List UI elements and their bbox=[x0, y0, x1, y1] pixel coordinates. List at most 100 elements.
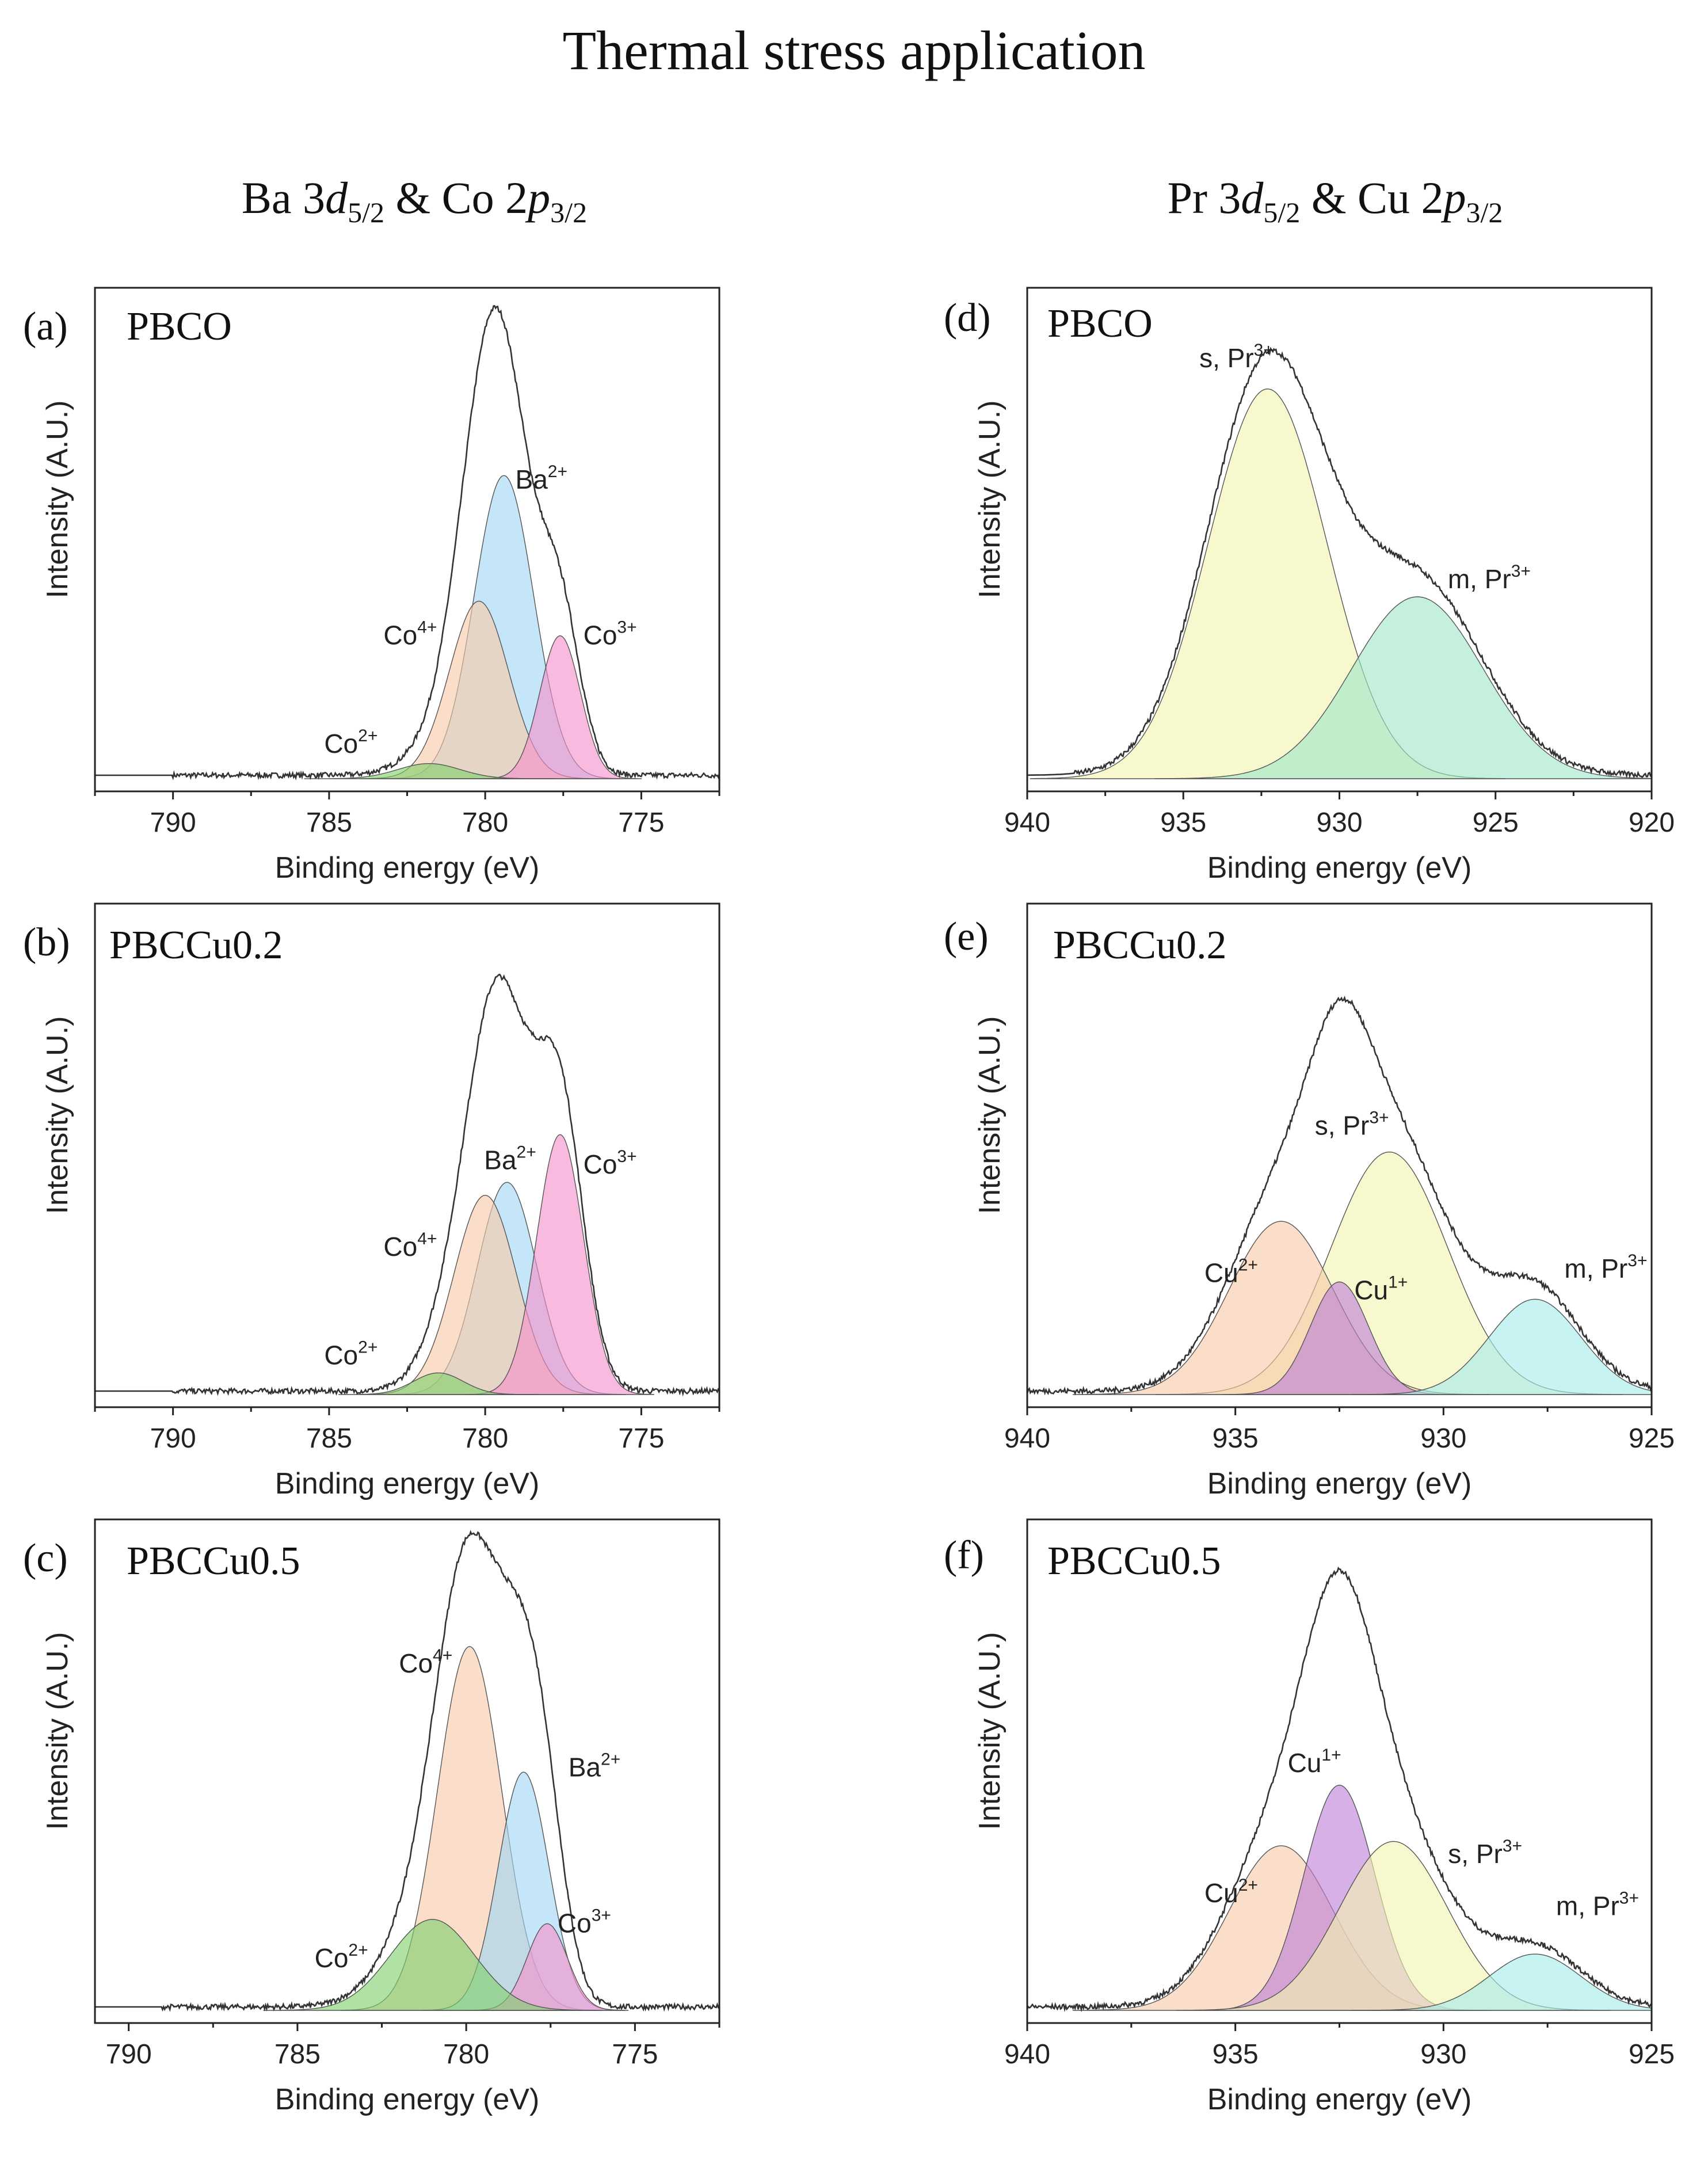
x-tick-label: 940 bbox=[1004, 807, 1050, 838]
peak-label: Co4+ bbox=[383, 1229, 437, 1262]
plot-area bbox=[95, 1530, 719, 2012]
x-tick-label: 925 bbox=[1473, 807, 1519, 838]
peak-label: Ba2+ bbox=[484, 1143, 536, 1175]
y-axis-label: Intensity (A.U.) bbox=[973, 401, 1006, 599]
peak-label: s, Pr3+ bbox=[1315, 1108, 1389, 1141]
x-tick-label: 790 bbox=[106, 2039, 152, 2070]
y-axis-label: Intensity (A.U.) bbox=[973, 1016, 1006, 1214]
peak-label: Co2+ bbox=[315, 1941, 368, 1973]
x-axis-label: Binding energy (eV) bbox=[275, 1467, 540, 1500]
panel-letter: (d) bbox=[944, 296, 991, 340]
peak-label: Cu1+ bbox=[1354, 1273, 1408, 1305]
peak-label: Co3+ bbox=[584, 618, 637, 650]
panel-f: 940 935 930 925 Binding energy (eV) Intensity… bbox=[944, 1518, 1675, 2116]
plot-area bbox=[1027, 996, 1652, 1396]
panel-letter: (b) bbox=[23, 920, 70, 965]
peak-label: s, Pr3+ bbox=[1448, 1837, 1522, 1869]
x-axis-label: Binding energy (eV) bbox=[275, 851, 540, 885]
column-heading-2: Pr 3d5/2​ & Cu 2p3/2​ bbox=[1168, 173, 1503, 228]
peak-label: m, Pr3+ bbox=[1556, 1888, 1639, 1921]
peak-label: Cu1+ bbox=[1288, 1746, 1341, 1778]
column-heading-1: Ba 3d5/2​ & Co 2p3/2​ bbox=[242, 173, 587, 228]
x-tick-label: 935 bbox=[1160, 807, 1206, 838]
peak-label: m, Pr3+ bbox=[1448, 562, 1531, 594]
envelope-line bbox=[1027, 1567, 1652, 2013]
peak-label: Co3+ bbox=[584, 1147, 637, 1179]
envelope-line bbox=[95, 304, 719, 780]
peak-label: Co4+ bbox=[399, 1646, 452, 1678]
peak-m-pr3plus bbox=[1351, 1298, 1652, 1395]
peak-co2plus bbox=[263, 1919, 602, 2011]
x-tick-label: 930 bbox=[1420, 1423, 1466, 1454]
peak-label: Cu2+ bbox=[1204, 1876, 1258, 1908]
peak-label: Ba2+ bbox=[516, 462, 567, 494]
sample-name: PBCCu0.5 bbox=[127, 1539, 300, 1583]
x-tick-label: 935 bbox=[1213, 2039, 1259, 2070]
axes-frame bbox=[94, 1518, 720, 2024]
x-tick-label: 780 bbox=[462, 807, 508, 838]
panel-letter: (c) bbox=[23, 1536, 68, 1580]
x-tick-label: 930 bbox=[1420, 2039, 1466, 2070]
x-tick-label: 775 bbox=[612, 2039, 658, 2070]
peak-label: Cu2+ bbox=[1204, 1255, 1258, 1287]
panel-e: 940 935 930 925 Binding energy (eV) Intensity… bbox=[944, 902, 1675, 1500]
x-axis-label: Binding energy (eV) bbox=[1207, 851, 1472, 885]
peak-label: Co4+ bbox=[383, 618, 437, 650]
x-tick-label: 780 bbox=[443, 2039, 489, 2070]
plot-area bbox=[95, 304, 719, 780]
panel-letter: (e) bbox=[944, 915, 989, 959]
panel-letter: (f) bbox=[944, 1533, 984, 1578]
panel-c: 790 785 780 775 Binding energy (eV) Intensity… bbox=[23, 1518, 720, 2116]
plot-area bbox=[1027, 346, 1652, 779]
axes-frame bbox=[94, 287, 720, 793]
x-tick-label: 935 bbox=[1213, 1423, 1259, 1454]
x-tick-label: 780 bbox=[462, 1423, 508, 1454]
peak-label: Co2+ bbox=[324, 1338, 378, 1370]
sample-name: PBCO bbox=[127, 304, 232, 349]
x-tick-label: 940 bbox=[1004, 2039, 1050, 2070]
panel-b: 790 785 780 775 Binding energy (eV) Intensity… bbox=[23, 902, 720, 1500]
peak-m-pr3plus bbox=[1154, 596, 1652, 779]
peak-label: Co3+ bbox=[558, 1906, 611, 1938]
peak-co2plus bbox=[304, 763, 554, 779]
sample-name: PBCCu0.5 bbox=[1047, 1539, 1221, 1583]
x-tick-label: 785 bbox=[306, 807, 352, 838]
plot-area bbox=[95, 973, 719, 1397]
x-tick-label: 925 bbox=[1629, 2039, 1675, 2070]
x-axis-label: Binding energy (eV) bbox=[1207, 1467, 1472, 1500]
column-headings: Ba 3d5/2​ & Co 2p3/2​ Pr 3d5/2​ & Cu 2p3/… bbox=[242, 173, 1503, 228]
x-tick-label: 785 bbox=[306, 1423, 352, 1454]
envelope-line bbox=[95, 1530, 719, 2012]
x-tick-label: 790 bbox=[150, 807, 196, 838]
x-tick-label: 775 bbox=[618, 807, 664, 838]
peak-co2plus bbox=[338, 1372, 539, 1395]
x-tick-label: 920 bbox=[1629, 807, 1675, 838]
panel-d: 940 935 930 925 920 Binding energy (eV) Intens… bbox=[944, 287, 1675, 885]
peak-label: Co2+ bbox=[324, 726, 378, 759]
y-axis-label: Intensity (A.U.) bbox=[973, 1632, 1006, 1830]
x-tick-label: 785 bbox=[274, 2039, 321, 2070]
plot-area bbox=[1027, 1567, 1652, 2013]
panel-letter: (a) bbox=[23, 304, 68, 349]
x-axis-label: Binding energy (eV) bbox=[1207, 2083, 1472, 2116]
sample-name: PBCCu0.2 bbox=[1053, 923, 1227, 967]
x-tick-label: 790 bbox=[150, 1423, 196, 1454]
envelope-line bbox=[1027, 996, 1652, 1396]
x-axis-label: Binding energy (eV) bbox=[275, 2083, 540, 2116]
sample-name: PBCCu0.2 bbox=[109, 923, 283, 967]
y-axis-label: Intensity (A.U.) bbox=[41, 1632, 74, 1830]
panel-a: 790 785 780 775 Binding energy (eV) Intensity… bbox=[23, 287, 720, 885]
peak-label: m, Pr3+ bbox=[1564, 1251, 1647, 1283]
x-tick-label: 930 bbox=[1316, 807, 1362, 838]
figure-title: Thermal stress application bbox=[562, 20, 1145, 81]
peak-m-pr3plus bbox=[1352, 1953, 1652, 2011]
y-axis-label: Intensity (A.U.) bbox=[41, 401, 74, 599]
peak-co3plus bbox=[478, 635, 642, 779]
peak-label: s, Pr3+ bbox=[1199, 341, 1274, 373]
peak-label: Ba2+ bbox=[569, 1750, 620, 1782]
x-tick-label: 775 bbox=[618, 1423, 664, 1454]
y-axis-label: Intensity (A.U.) bbox=[41, 1016, 74, 1214]
x-tick-label: 925 bbox=[1629, 1423, 1675, 1454]
envelope-line bbox=[95, 973, 719, 1397]
